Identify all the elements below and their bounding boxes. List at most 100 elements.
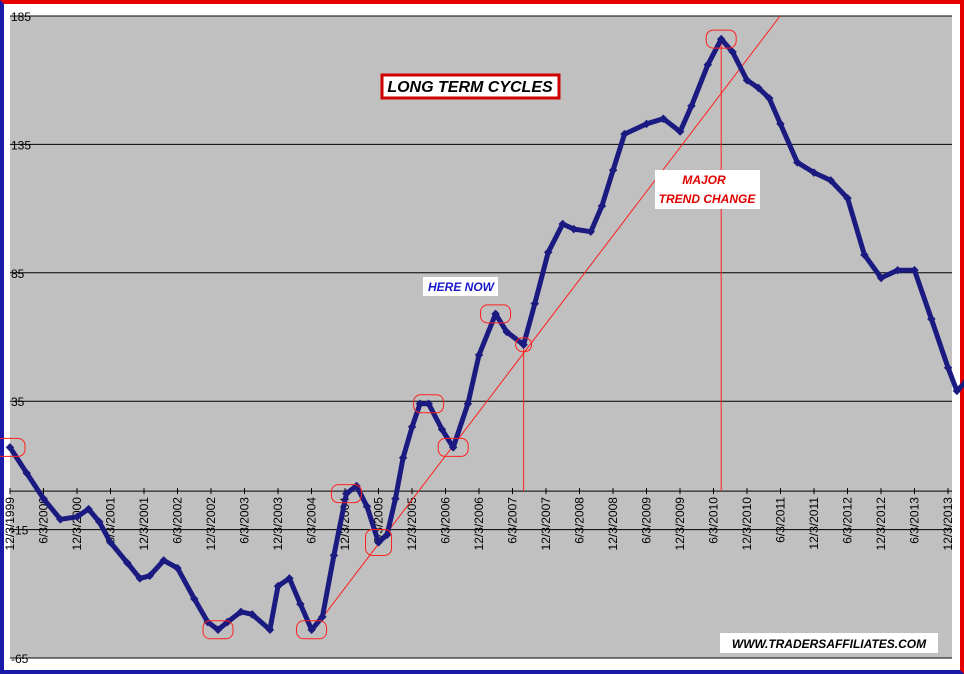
series-point [123,558,132,568]
x-tick-label: 6/3/2000 [37,497,51,544]
series-point [407,422,417,432]
x-tick-label: 6/3/2003 [238,497,252,544]
series-point [608,165,618,175]
series-point [415,399,425,409]
cycle-circle [330,484,362,504]
series-markers [5,34,964,635]
x-tick-label: 6/3/2010 [707,497,721,544]
y-axis-ticks: 185 135 85 35 -15 -65 [11,10,31,666]
y-tick-label: 35 [11,395,25,409]
series-point [728,47,737,57]
chart-title-box: LONG TERM CYCLES [380,73,561,100]
x-axis-ticks: 12/3/1999 6/3/2000 12/3/2000 6/3/2001 12/3/2… [3,488,955,550]
trend-change-label-box: MAJOR TREND CHANGE [655,170,760,209]
series-point [424,399,433,409]
series-point [910,265,919,275]
cycle-circle [480,304,512,324]
y-tick-label: 135 [11,138,31,152]
series-point [374,538,383,547]
series-point [793,158,802,167]
trend-change-label-1: MAJOR [682,173,726,187]
series-point [558,219,567,229]
series-point [716,34,726,44]
annotation-lines [523,39,722,492]
y-tick-label: 185 [11,10,31,24]
series-point [95,517,104,527]
series-point [642,119,651,129]
series-point [437,425,447,434]
series-point [474,350,484,360]
series-point [943,363,953,373]
series-point [318,612,327,622]
trend-change-label-2: TREND CHANGE [659,192,757,206]
plot-area [10,16,952,658]
series-point [586,227,596,236]
y-tick-label: -15 [11,524,29,538]
series-point [247,610,257,619]
series-point [56,515,65,524]
watermark: WWW.TRADERSAFFILIATES.COM [732,637,927,651]
x-tick-label: 6/3/2012 [841,497,855,544]
cycle-circle [515,337,533,353]
x-tick-label: 12/3/2003 [271,497,285,551]
gridlines [10,15,952,659]
chart-title: LONG TERM CYCLES [387,79,553,96]
series-point [876,273,886,283]
here-now-label-box: HERE NOW [423,277,498,296]
watermark-box: WWW.TRADERSAFFILIATES.COM [720,633,938,653]
x-tick-label: 12/3/2002 [204,497,218,551]
x-tick-label: 12/3/2007 [539,497,553,551]
x-tick-label: 6/3/2011 [774,497,788,543]
series-point [362,502,372,511]
x-tick-label: 6/3/2004 [305,497,319,544]
series-point [860,250,869,260]
series-point [502,327,511,337]
cycle-circle [437,437,469,457]
series-point [352,481,361,491]
series-point [22,468,31,478]
x-tick-label: 12/3/2013 [941,497,955,551]
series-point [491,309,500,319]
cycle-circles [0,29,737,640]
x-tick-label: 12/3/2011 [807,497,821,550]
series-point [106,538,115,547]
y-tick-label: -65 [11,652,29,666]
x-tick-label: 12/3/2010 [740,497,754,551]
series-point [159,556,168,565]
series-point [329,551,339,560]
x-tick-label: 6/3/2006 [439,497,453,544]
series-point [223,617,232,627]
cycle-circle [705,29,737,49]
x-tick-label: 6/3/2008 [573,497,587,544]
series-point [463,399,473,408]
x-tick-label: 12/3/2006 [472,497,486,551]
series-point [307,625,316,634]
x-tick-label: 12/3/1999 [3,497,17,551]
cycle-circle [296,620,328,640]
series-point [145,571,155,581]
series-point [296,599,305,609]
series-point [342,489,351,498]
x-tick-label: 12/3/2005 [405,497,419,551]
x-tick-label: 12/3/2012 [874,497,888,551]
x-tick-label: 12/3/2001 [137,497,151,551]
series-point [530,299,540,308]
series-point [952,386,962,396]
series-point [382,530,392,539]
cycle-circle [202,620,234,640]
x-tick-label: 6/3/2009 [640,497,654,544]
x-tick-label: 12/3/2009 [673,497,687,551]
x-tick-label: 6/3/2013 [908,497,922,544]
series-point [213,625,223,635]
series-point [843,194,852,203]
x-tick-label: 12/3/2000 [70,497,84,551]
here-now-label: HERE NOW [428,280,496,294]
series-point [203,617,212,627]
y-tick-label: 85 [11,267,25,281]
x-tick-label: 6/3/2007 [506,497,520,544]
series-point [620,129,629,139]
series-point [391,494,400,504]
cycle-circle [413,394,445,414]
